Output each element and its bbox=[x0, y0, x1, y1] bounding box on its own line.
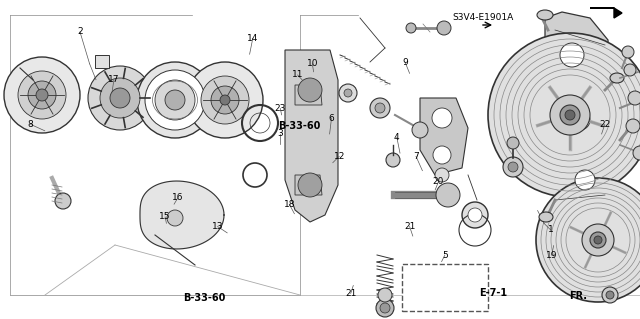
Circle shape bbox=[55, 193, 71, 209]
Circle shape bbox=[88, 66, 152, 130]
Text: 11: 11 bbox=[292, 70, 303, 79]
Circle shape bbox=[18, 71, 66, 119]
Text: 19: 19 bbox=[546, 251, 557, 260]
Circle shape bbox=[437, 21, 451, 35]
Circle shape bbox=[298, 78, 322, 102]
Circle shape bbox=[590, 232, 606, 248]
Circle shape bbox=[339, 84, 357, 102]
Text: 21: 21 bbox=[345, 289, 356, 298]
Circle shape bbox=[211, 86, 239, 114]
Circle shape bbox=[594, 236, 602, 244]
Circle shape bbox=[507, 137, 519, 149]
Ellipse shape bbox=[539, 212, 553, 222]
Text: 15: 15 bbox=[159, 212, 171, 221]
Text: 13: 13 bbox=[212, 222, 223, 231]
Circle shape bbox=[378, 288, 392, 302]
Circle shape bbox=[137, 62, 213, 138]
Text: 4: 4 bbox=[394, 133, 399, 142]
Circle shape bbox=[370, 98, 390, 118]
Circle shape bbox=[575, 170, 595, 190]
Circle shape bbox=[298, 173, 322, 197]
Circle shape bbox=[602, 287, 618, 303]
Text: 16: 16 bbox=[172, 193, 184, 202]
Text: 23: 23 bbox=[275, 104, 286, 113]
Circle shape bbox=[565, 110, 575, 120]
Circle shape bbox=[435, 168, 449, 182]
Circle shape bbox=[375, 103, 385, 113]
Circle shape bbox=[110, 88, 130, 108]
Text: S3V4-E1901A: S3V4-E1901A bbox=[452, 13, 514, 22]
Circle shape bbox=[606, 291, 614, 299]
Circle shape bbox=[633, 146, 640, 160]
Polygon shape bbox=[590, 8, 622, 18]
Text: 2: 2 bbox=[77, 27, 83, 36]
Ellipse shape bbox=[610, 73, 624, 83]
Text: E-7-1: E-7-1 bbox=[479, 288, 507, 299]
Circle shape bbox=[344, 89, 352, 97]
Text: 12: 12 bbox=[333, 152, 345, 161]
Text: 1: 1 bbox=[548, 225, 553, 234]
Text: 6: 6 bbox=[329, 114, 334, 122]
Text: 18: 18 bbox=[284, 200, 295, 209]
Polygon shape bbox=[545, 12, 612, 215]
Text: 22: 22 bbox=[599, 120, 611, 129]
Circle shape bbox=[386, 153, 400, 167]
Circle shape bbox=[145, 70, 205, 130]
Text: B-33-60: B-33-60 bbox=[278, 121, 320, 131]
Circle shape bbox=[582, 224, 614, 256]
Text: 17: 17 bbox=[108, 75, 120, 84]
Bar bbox=[402, 264, 488, 311]
Text: 10: 10 bbox=[307, 59, 318, 68]
Polygon shape bbox=[295, 85, 322, 105]
Circle shape bbox=[380, 303, 390, 313]
Circle shape bbox=[503, 157, 523, 177]
Circle shape bbox=[100, 78, 140, 118]
Polygon shape bbox=[285, 50, 338, 222]
Text: 9: 9 bbox=[403, 58, 408, 67]
Text: 3: 3 bbox=[278, 130, 283, 138]
Ellipse shape bbox=[537, 10, 553, 20]
Circle shape bbox=[536, 178, 640, 302]
Text: B-33-60: B-33-60 bbox=[184, 293, 226, 303]
Circle shape bbox=[187, 62, 263, 138]
Circle shape bbox=[560, 105, 580, 125]
Circle shape bbox=[412, 122, 428, 138]
Circle shape bbox=[550, 95, 590, 135]
Circle shape bbox=[626, 119, 640, 133]
Polygon shape bbox=[420, 98, 468, 175]
Text: 7: 7 bbox=[413, 152, 419, 161]
Circle shape bbox=[167, 210, 183, 226]
Bar bbox=[95, 55, 109, 68]
Circle shape bbox=[433, 146, 451, 164]
Circle shape bbox=[468, 208, 482, 222]
Circle shape bbox=[624, 64, 636, 76]
Polygon shape bbox=[140, 181, 224, 249]
Circle shape bbox=[622, 46, 634, 58]
Circle shape bbox=[201, 76, 249, 124]
Text: 8: 8 bbox=[28, 120, 33, 129]
Circle shape bbox=[165, 90, 185, 110]
Text: 14: 14 bbox=[247, 34, 259, 43]
Circle shape bbox=[436, 183, 460, 207]
Circle shape bbox=[488, 33, 640, 197]
Circle shape bbox=[560, 43, 584, 67]
Circle shape bbox=[462, 202, 488, 228]
Circle shape bbox=[28, 81, 56, 109]
Text: 21: 21 bbox=[404, 222, 415, 231]
Text: FR.: FR. bbox=[569, 291, 587, 301]
Circle shape bbox=[155, 80, 195, 120]
Circle shape bbox=[570, 110, 590, 130]
Circle shape bbox=[508, 162, 518, 172]
Circle shape bbox=[432, 108, 452, 128]
Circle shape bbox=[628, 91, 640, 105]
Text: 20: 20 bbox=[433, 177, 444, 186]
Circle shape bbox=[4, 57, 80, 133]
Circle shape bbox=[406, 23, 416, 33]
Text: 5: 5 bbox=[442, 251, 447, 260]
Circle shape bbox=[36, 89, 48, 101]
Circle shape bbox=[220, 95, 230, 105]
Circle shape bbox=[376, 299, 394, 317]
Polygon shape bbox=[295, 175, 322, 195]
